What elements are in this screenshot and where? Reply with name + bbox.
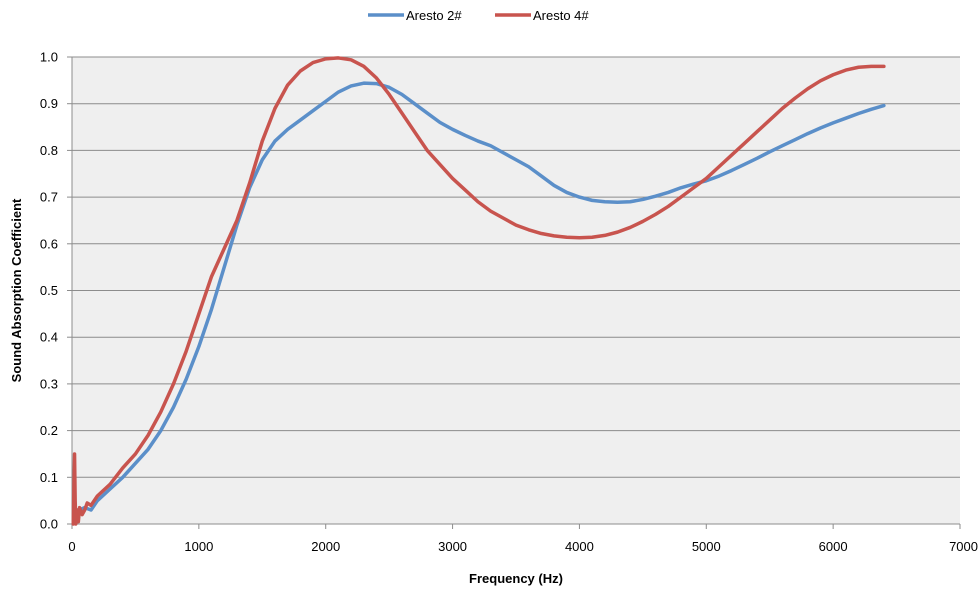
x-tick-label: 2000: [311, 539, 340, 554]
x-axis-title: Frequency (Hz): [469, 571, 563, 586]
y-tick-label: 0.3: [40, 376, 58, 391]
series-lines: [71, 56, 886, 526]
x-tick-label: 0: [68, 539, 75, 554]
y-tick-labels: 0.0 0.1 0.2 0.3 0.4 0.5 0.6 0.7 0.8 0.9 1.0: [40, 50, 58, 532]
legend: Aresto 2# Aresto 4#: [368, 8, 589, 23]
y-tick-label: 0.4: [40, 330, 58, 345]
x-tick-labels: 0 1000 2000 3000 4000 5000 6000 7000: [68, 539, 978, 554]
y-tick-label: 0.1: [40, 470, 58, 485]
y-tick-label: 1.0: [40, 50, 58, 65]
series-line-2: [71, 56, 886, 526]
x-tick-label: 6000: [819, 539, 848, 554]
x-tick-label: 4000: [565, 539, 594, 554]
y-tick-label: 0.2: [40, 423, 58, 438]
x-tick-label: 5000: [692, 539, 721, 554]
legend-label: Aresto 4#: [533, 8, 589, 23]
y-tick-label: 0.9: [40, 96, 58, 111]
gridlines: [67, 56, 960, 525]
y-tick-label: 0.8: [40, 143, 58, 158]
y-tick-label: 0.0: [40, 517, 58, 532]
x-tick-label: 3000: [438, 539, 467, 554]
y-axis-title: Sound Absorption Coefficient: [9, 198, 24, 382]
series-line-1: [72, 81, 886, 512]
y-tick-label: 0.6: [40, 236, 58, 251]
axes: [71, 57, 961, 529]
y-tick-label: 0.7: [40, 190, 58, 205]
x-tick-label: 7000: [949, 539, 978, 554]
legend-label: Aresto 2#: [406, 8, 462, 23]
y-tick-label: 0.5: [40, 283, 58, 298]
x-tick-label: 1000: [184, 539, 213, 554]
